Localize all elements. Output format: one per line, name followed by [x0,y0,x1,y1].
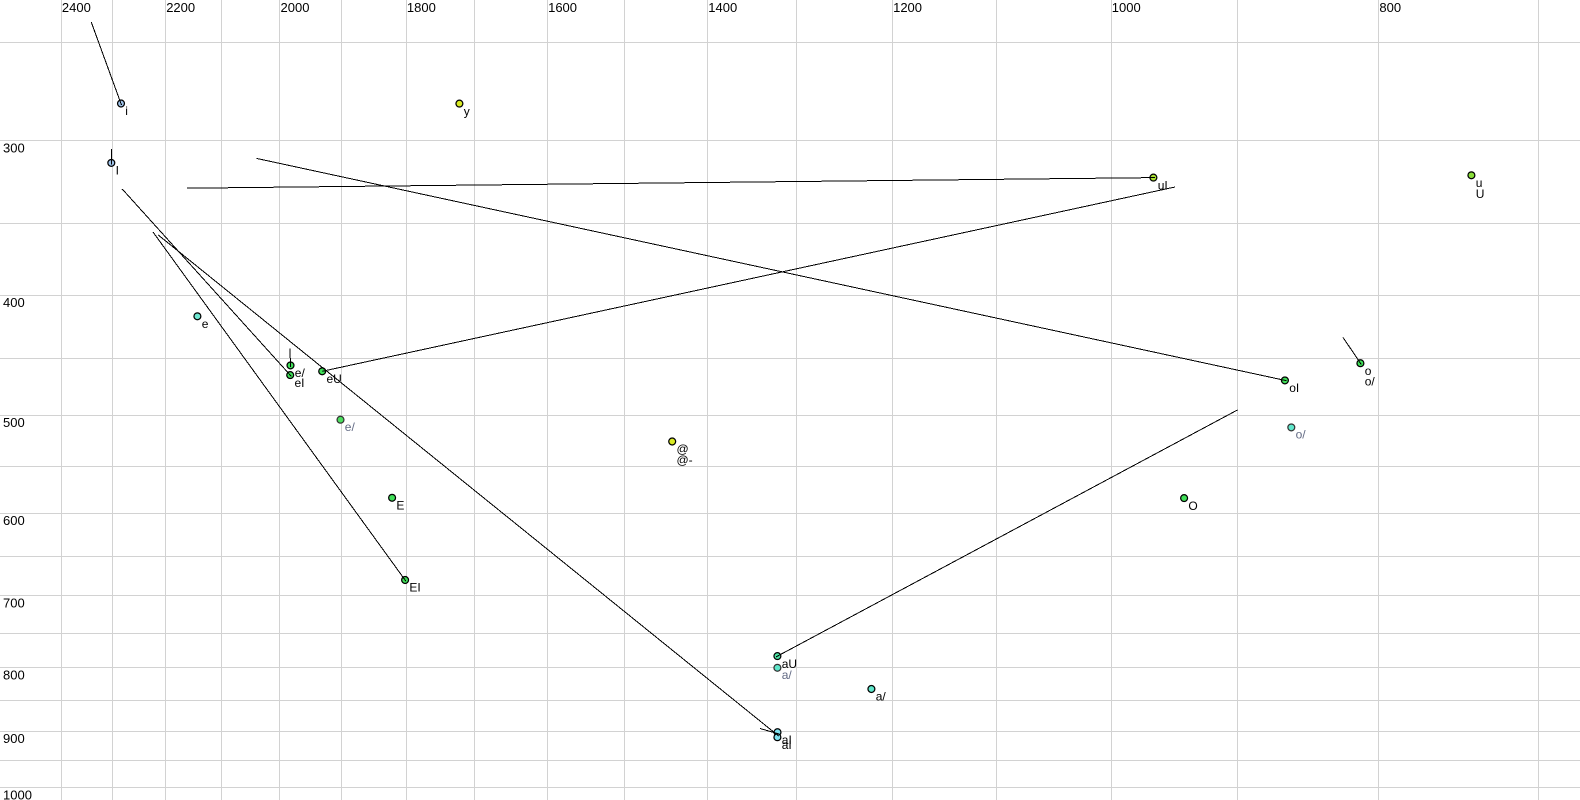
svg-text:800: 800 [3,668,25,683]
svg-text:300: 300 [3,140,25,155]
svg-text:eU: eU [327,372,342,386]
svg-text:1000: 1000 [3,787,32,800]
svg-text:1600: 1600 [548,0,577,15]
svg-text:a/: a/ [876,690,887,704]
svg-text:E: E [396,499,404,513]
svg-text:900: 900 [3,731,25,746]
svg-text:800: 800 [1379,0,1401,15]
svg-text:a/: a/ [782,668,793,682]
svg-text:EI: EI [409,581,420,595]
svg-text:1200: 1200 [893,0,922,15]
svg-text:e: e [202,317,209,331]
svg-text:1800: 1800 [407,0,436,15]
svg-text:e/: e/ [295,366,306,380]
svg-text:600: 600 [3,513,25,528]
svg-text:U: U [1476,187,1485,201]
svg-text:aI: aI [782,738,792,752]
svg-text:uI: uI [1158,178,1168,192]
svg-text:O: O [1188,499,1197,513]
svg-text:500: 500 [3,415,25,430]
svg-text:e/: e/ [345,420,356,434]
svg-text:400: 400 [3,295,25,310]
svg-text:oI: oI [1289,381,1299,395]
svg-text:o/: o/ [1365,375,1376,389]
svg-text:1400: 1400 [708,0,737,15]
svg-text:2400: 2400 [62,0,91,15]
svg-text:u: u [1476,176,1483,190]
svg-text:2200: 2200 [166,0,195,15]
svg-text:o: o [1365,364,1372,378]
svg-text:aI: aI [782,733,792,747]
svg-text:y: y [464,104,470,118]
svg-text:700: 700 [3,596,25,611]
svg-text:eI: eI [295,376,305,390]
svg-text:@-: @- [677,453,693,467]
svg-text:2000: 2000 [281,0,310,15]
svg-text:1000: 1000 [1112,0,1141,15]
svg-text:o/: o/ [1296,428,1307,442]
svg-text:I: I [116,164,119,178]
svg-text:aU: aU [782,657,797,671]
svg-text:@: @ [677,442,689,456]
svg-text:i: i [125,104,128,118]
